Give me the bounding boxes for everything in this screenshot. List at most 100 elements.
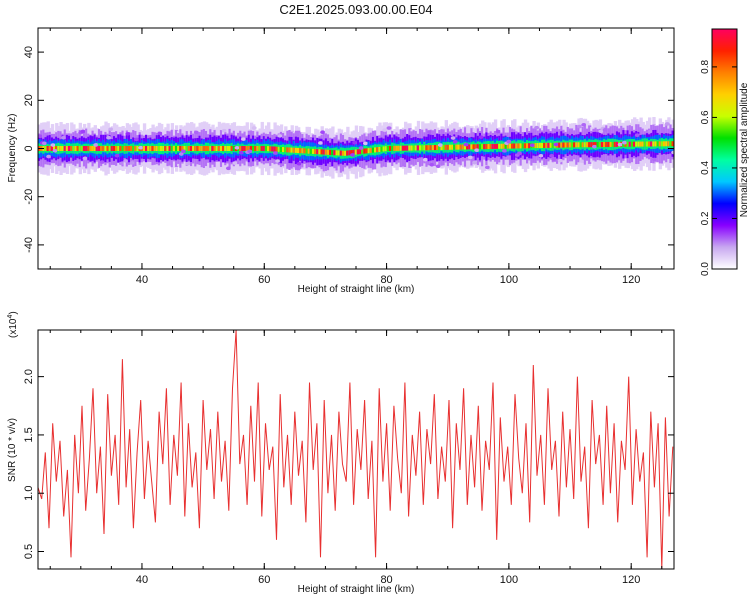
band-core — [352, 149, 356, 155]
spectrogram-y-tick-label: -40 — [23, 237, 35, 253]
band-core — [536, 143, 541, 149]
figure-title: C2E1.2025.093.00.00.E04 — [279, 2, 432, 17]
band-core — [630, 141, 635, 147]
band-core — [320, 149, 324, 155]
band-core — [573, 142, 577, 148]
colorbar-ticks — [711, 28, 738, 270]
colorbar-tick-label: 0.2 — [700, 211, 711, 225]
band-core — [575, 142, 579, 148]
band-core — [549, 142, 553, 148]
band-core — [487, 143, 491, 150]
band-speckle — [517, 151, 523, 156]
band-core — [202, 145, 207, 152]
snr-x-tick-label: 80 — [380, 574, 392, 586]
colorbar-tick-label: 0.4 — [700, 161, 711, 175]
band-core — [194, 145, 198, 152]
band-core — [179, 145, 183, 152]
band-core — [145, 145, 149, 152]
band-core — [142, 145, 147, 152]
band-speckle — [133, 137, 139, 142]
colorbar: 0.0 0.2 0.4 0.6 0.8 Normalized spectral ampl… — [700, 28, 750, 276]
band-core — [365, 148, 369, 154]
band-core — [665, 141, 669, 147]
band-speckle — [358, 146, 364, 150]
band-core — [474, 144, 478, 150]
band-core — [232, 145, 237, 152]
band-speckle — [247, 149, 253, 154]
band-core — [309, 148, 314, 154]
band-core — [318, 149, 322, 155]
snr-y-tick-label: 0.5 — [23, 544, 35, 559]
band-core — [354, 149, 359, 155]
band-core — [523, 143, 528, 149]
spectrogram-y-tick-labels: -40 -20 0 20 40 — [23, 46, 35, 253]
band-core — [517, 143, 521, 149]
band-core — [275, 146, 279, 152]
band-core — [581, 142, 585, 148]
band-core — [660, 141, 665, 147]
band-core — [348, 150, 352, 156]
band-core — [166, 145, 170, 152]
band-speckle — [125, 132, 131, 136]
snr-x-tick-labels: 40 60 80 100 120 — [136, 574, 641, 586]
band-speckle — [437, 143, 443, 147]
band-core — [112, 145, 117, 152]
band-core — [305, 148, 309, 154]
band-core — [106, 145, 110, 152]
band-core — [363, 148, 367, 154]
band-core — [431, 145, 436, 151]
spectrogram-x-tick-label: 120 — [622, 274, 640, 286]
band-speckle — [138, 145, 144, 150]
band-core — [61, 145, 65, 152]
band-core — [551, 142, 556, 148]
band-core — [538, 142, 543, 149]
colorbar-tick-label: 0.8 — [700, 60, 711, 74]
band-core — [215, 145, 219, 152]
band-core — [59, 145, 63, 152]
spectrogram-y-tick-label: -20 — [23, 189, 35, 205]
band-core — [269, 146, 273, 152]
band-speckle — [467, 155, 473, 160]
band-core — [476, 144, 481, 150]
band-core — [44, 145, 48, 152]
band-speckle — [602, 128, 608, 132]
snr-x-tick-label: 100 — [500, 574, 518, 586]
band-speckle — [275, 159, 281, 163]
band-speckle — [234, 145, 240, 150]
band-core — [423, 145, 427, 151]
band-core — [410, 145, 414, 151]
band-core — [63, 145, 68, 152]
band-core — [404, 145, 408, 151]
band-core — [311, 148, 316, 154]
band-core — [50, 145, 55, 152]
band-core — [80, 145, 85, 152]
spectrogram-y-tick-label: 40 — [23, 46, 35, 58]
band-core — [82, 145, 87, 152]
band-speckle — [450, 136, 456, 140]
spectrogram-panel: 40 60 80 100 120 -40 -20 0 20 40 Height of strai… — [7, 27, 675, 295]
band-core — [292, 147, 297, 153]
colorbar-tick-label: 0.0 — [700, 262, 711, 276]
band-core — [568, 142, 573, 148]
band-core — [588, 142, 592, 148]
band-core — [472, 144, 476, 150]
band-core — [585, 142, 590, 148]
band-speckle — [178, 152, 184, 156]
band-core — [200, 145, 205, 152]
band-core — [136, 145, 140, 152]
band-core — [217, 145, 222, 152]
band-core — [376, 147, 380, 153]
band-core — [626, 141, 630, 147]
band-core — [570, 142, 575, 148]
band-core — [418, 145, 423, 151]
band-core — [102, 145, 106, 152]
band-core — [130, 145, 134, 152]
band-core — [579, 142, 583, 148]
band-speckle — [579, 159, 585, 163]
band-core — [286, 147, 290, 153]
band-speckle — [502, 149, 508, 153]
band-core — [74, 145, 78, 152]
band-speckle — [232, 161, 238, 165]
band-core — [89, 145, 93, 152]
band-speckle — [452, 139, 458, 144]
